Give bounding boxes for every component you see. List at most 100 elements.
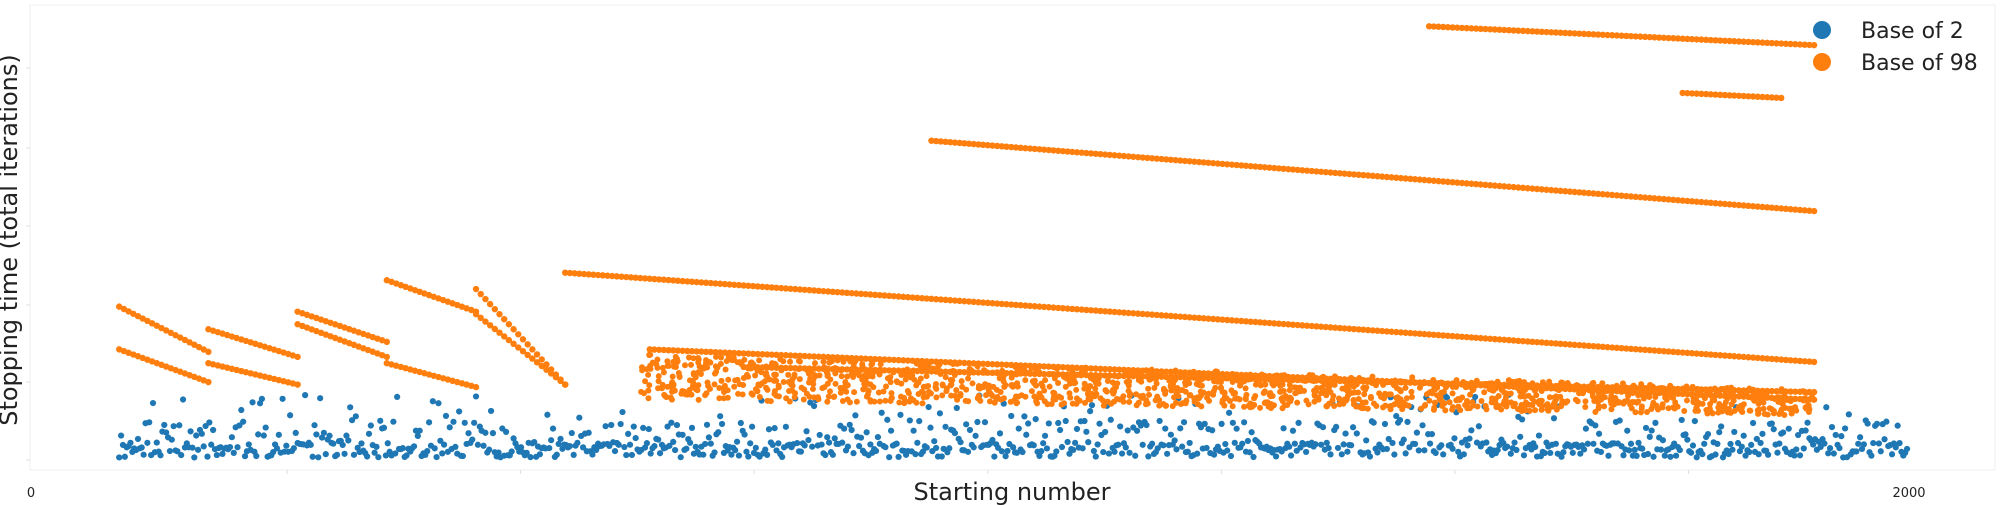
base-of-98-point <box>1796 206 1804 214</box>
base-of-98-point <box>1613 344 1621 352</box>
base-of-98-point <box>1435 331 1442 339</box>
base-of-98-point <box>1449 406 1456 413</box>
base-of-2-point <box>149 399 157 407</box>
base-of-2-point <box>1661 452 1668 459</box>
base-of-2-point <box>608 421 615 429</box>
base-of-98-point <box>1491 335 1499 343</box>
base-of-98-point <box>739 391 746 398</box>
base-of-98-point <box>1453 384 1460 391</box>
base-of-98-point <box>1373 402 1380 409</box>
base-of-98-point <box>832 370 839 377</box>
base-of-98-point <box>824 353 832 361</box>
base-of-98-point <box>1796 41 1804 48</box>
base-of-98-point <box>783 395 790 402</box>
base-of-98-point <box>752 386 759 393</box>
base-of-98-point <box>1631 398 1638 405</box>
base-of-98-point <box>1036 146 1043 153</box>
base-of-98-point <box>1061 373 1068 380</box>
base-of-98-point <box>871 355 879 363</box>
base-of-98-point <box>1721 200 1729 208</box>
base-of-98-point <box>524 341 531 348</box>
base-of-2-point <box>1873 420 1881 427</box>
base-of-2-point <box>234 444 241 451</box>
base-of-98-point <box>1252 318 1259 326</box>
base-of-98-point <box>1644 408 1651 415</box>
base-of-2-point <box>1363 437 1370 444</box>
base-of-98-point <box>806 379 813 386</box>
base-of-98-point <box>762 371 769 378</box>
base-of-98-point <box>1438 379 1445 386</box>
base-of-98-point <box>496 310 503 318</box>
base-of-98-point <box>1502 397 1509 404</box>
base-of-98-point <box>848 367 855 374</box>
base-of-98-point <box>1388 174 1395 181</box>
base-of-98-point <box>1200 315 1207 322</box>
base-of-2-point <box>1073 425 1081 433</box>
base-of-98-point <box>820 353 827 361</box>
base-of-98-point <box>1177 313 1184 320</box>
base-of-98-point <box>632 274 639 281</box>
base-of-98-point <box>1258 371 1265 378</box>
base-of-98-point <box>867 291 874 298</box>
base-of-98-point <box>1594 190 1602 198</box>
base-of-98-point <box>1580 189 1588 196</box>
base-of-98-point <box>811 360 818 367</box>
base-of-98-point <box>1566 341 1574 348</box>
base-of-2-point <box>1438 442 1445 449</box>
base-of-98-point <box>655 276 663 283</box>
base-of-98-point <box>1655 347 1663 355</box>
base-of-98-point <box>961 140 968 147</box>
base-of-2-point <box>797 448 805 455</box>
base-of-98-point <box>1012 301 1020 309</box>
base-of-98-point <box>1158 155 1165 163</box>
base-of-98-point <box>1520 388 1527 395</box>
base-of-98-point <box>1462 384 1469 391</box>
base-of-98-point <box>1388 402 1395 409</box>
base-of-98-point <box>975 369 982 376</box>
base-of-98-point <box>837 384 844 391</box>
base-of-98-point <box>702 348 710 356</box>
base-of-98-point <box>1641 33 1649 41</box>
base-of-2-point <box>343 432 350 439</box>
base-of-2-point <box>292 429 299 436</box>
base-of-2-point <box>679 431 686 438</box>
base-of-98-point <box>1327 324 1334 331</box>
base-of-2-point <box>844 443 851 450</box>
base-of-98-point <box>1659 401 1666 408</box>
base-of-98-point <box>491 325 499 333</box>
base-of-98-point <box>1237 377 1244 384</box>
base-of-98-point <box>838 366 845 373</box>
base-of-98-point <box>820 358 827 365</box>
base-of-2-point <box>348 417 356 424</box>
base-of-98-point <box>1108 400 1115 407</box>
base-of-98-point <box>496 329 503 336</box>
base-of-98-point <box>1466 405 1473 412</box>
base-of-2-point <box>1115 441 1122 448</box>
base-of-2-point <box>168 436 175 443</box>
base-of-2-point <box>643 440 651 447</box>
base-of-98-point <box>1100 397 1107 404</box>
base-of-98-point <box>1486 26 1494 33</box>
base-of-98-point <box>1067 394 1074 401</box>
base-of-2-point <box>487 407 495 415</box>
base-of-2-point <box>1096 420 1103 427</box>
base-of-2-point <box>1828 424 1836 431</box>
base-of-98-point <box>994 369 1001 376</box>
base-of-98-point <box>1247 318 1254 325</box>
base-of-98-point <box>1637 409 1644 416</box>
base-of-98-point <box>1782 356 1790 364</box>
base-of-2-point <box>1552 440 1559 447</box>
base-of-98-point <box>1806 358 1813 365</box>
base-of-98-point <box>919 400 926 407</box>
base-of-98-point <box>1125 153 1132 160</box>
base-of-98-point <box>1768 39 1776 47</box>
base-of-2-point <box>677 454 684 461</box>
base-of-2-point <box>435 400 442 407</box>
base-of-2-point <box>867 441 874 448</box>
base-of-2-point <box>1590 440 1597 447</box>
base-of-98-point <box>669 373 676 380</box>
base-of-98-point <box>1036 369 1043 376</box>
base-of-98-point <box>882 397 889 404</box>
base-of-98-point <box>1446 399 1453 406</box>
base-of-98-point <box>834 357 841 364</box>
